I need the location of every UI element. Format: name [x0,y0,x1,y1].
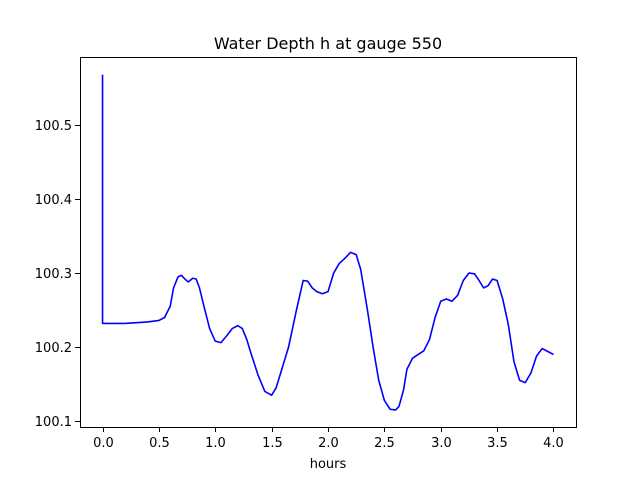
x-tick-label: 0.0 [93,436,114,451]
series-line-0 [101,74,554,411]
chart-title: Water Depth h at gauge 550 [214,34,442,53]
y-tick-label: 100.1 [35,415,72,430]
x-axis-ticks: 0.0 0.5 1.0 1.5 2.0 2.5 3.0 3.5 4.0 [93,427,564,451]
y-tick-label: 100.4 [35,193,72,208]
y-tick-label: 100.3 [35,267,72,282]
x-tick-label: 1.5 [262,436,283,451]
x-tick-label: 2.0 [318,436,339,451]
x-tick-label: 1.0 [205,436,226,451]
y-axis-ticks: 100.1 100.2 100.3 100.4 100.5 [35,119,80,430]
y-tick-label: 100.2 [35,341,72,356]
x-tick-label: 4.0 [543,436,564,451]
y-tick-label: 100.5 [35,119,72,134]
x-tick-label: 3.5 [487,436,508,451]
plot-frame [80,57,577,428]
x-tick-label: 2.5 [374,436,395,451]
plot-line-layer [101,74,554,411]
x-axis-label: hours [310,457,347,472]
x-tick-label: 0.5 [149,436,170,451]
x-tick-label: 3.0 [431,436,452,451]
